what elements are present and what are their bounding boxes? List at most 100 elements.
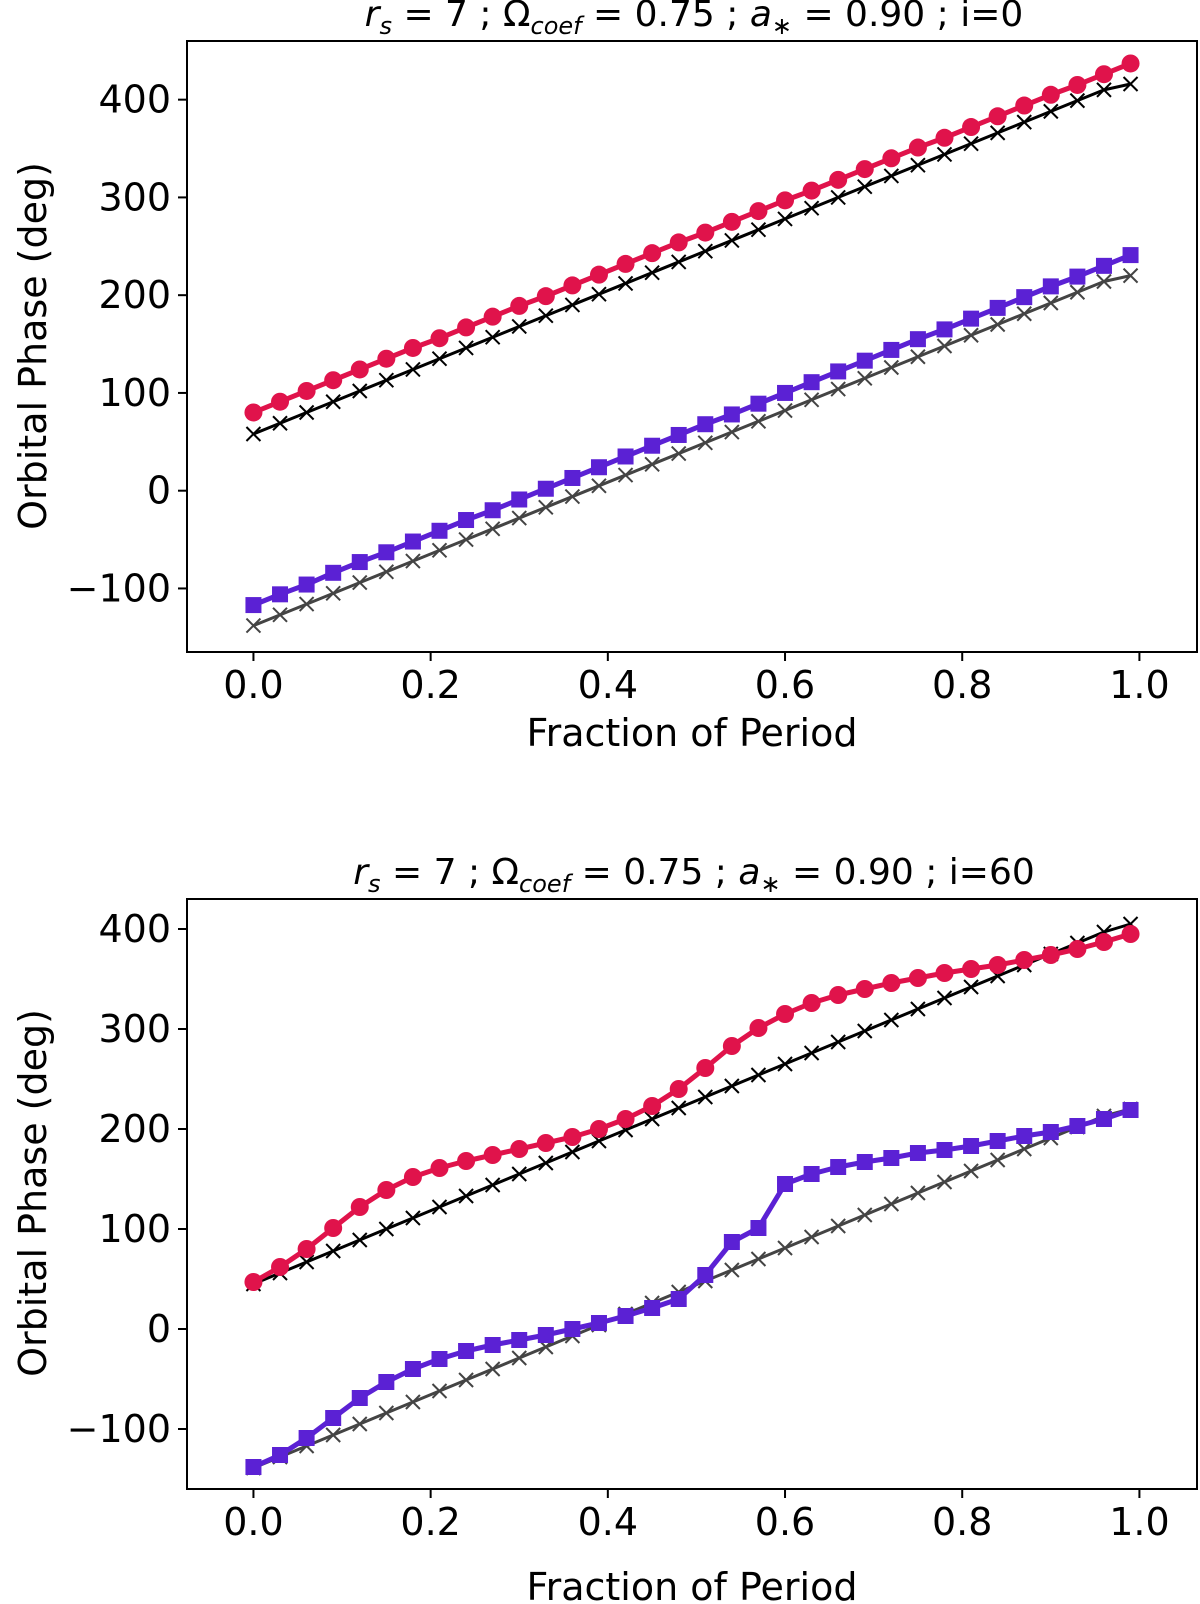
data-point-cross [1096,82,1112,98]
data-point-circle [403,1168,422,1186]
data-point-square [245,1459,262,1475]
data-point-square [325,1410,342,1426]
data-point-cross [830,1034,846,1050]
data-point-circle [1015,951,1034,969]
data-point-square [856,1154,873,1170]
data-point-cross [989,125,1006,141]
data-point-cross [405,361,421,378]
series-line [252,1107,1132,1470]
data-point-cross [458,1188,474,1204]
data-point-square [404,533,421,550]
data-point-square [1122,1102,1139,1118]
series-line [252,274,1131,627]
data-point-circle [297,381,316,400]
x-tick-label: 1.0 [1109,1500,1169,1544]
data-point-cross [936,146,953,163]
data-point-cross [724,1262,740,1278]
data-point-square [1016,1128,1033,1144]
data-point-square [883,1150,900,1166]
data-point-circle [722,1037,741,1055]
data-point-circle [403,338,422,357]
y-tick-label: 300 [98,1007,171,1051]
data-point-cross [644,1111,660,1127]
x-axis-label-bottom: Fraction of Period [527,1565,858,1604]
data-point-circle [430,1159,449,1177]
series-upper-reference [245,76,1139,442]
data-point-cross [1069,92,1086,109]
data-point-square [1042,1124,1059,1140]
data-point-circle [297,1240,316,1258]
data-point-square [458,512,475,529]
data-point-circle [908,969,927,987]
data-point-circle [510,296,529,315]
data-point-cross [378,1221,395,1237]
data-point-square [697,416,714,433]
data-point-cross [777,1240,793,1256]
series-lower-reference [245,267,1139,634]
data-point-circle [749,1019,768,1037]
x-tick-label: 0.0 [223,1500,283,1544]
data-point-cross [936,1174,953,1190]
data-point-circle [1094,933,1113,951]
data-point-circle [430,329,449,348]
data-point-cross [325,394,341,410]
data-point-cross [564,1144,581,1160]
data-point-cross [458,340,474,356]
x-tick-label: 0.4 [578,1500,638,1544]
data-point-cross [989,1152,1006,1168]
data-point-circle [696,223,715,242]
data-point-circle [616,1110,635,1128]
data-point-cross [830,1218,846,1234]
data-point-square [1069,1118,1086,1134]
data-point-cross [538,499,554,516]
data-point-circle [563,1128,582,1146]
data-point-cross [936,990,953,1006]
data-point-cross [750,221,767,238]
data-point-cross [724,1078,740,1094]
data-point-cross [883,1196,900,1212]
data-point-cross [511,1166,527,1182]
data-point-circle [1041,946,1060,964]
data-point-cross [298,596,315,612]
data-point-cross [883,1012,900,1028]
data-point-cross [777,402,793,419]
data-point-square [1069,268,1086,285]
x-tick-label: 0.4 [578,663,638,707]
data-point-circle [350,1198,369,1216]
y-tick-label: 400 [98,78,171,122]
data-point-circle [324,371,343,390]
data-point-cross [484,1177,501,1193]
data-point-cross [325,1427,341,1443]
data-point-square [830,1159,847,1175]
data-point-square [883,341,900,358]
data-point-circle [643,1097,662,1115]
data-point-cross [1122,267,1139,284]
data-point-cross [405,553,421,569]
data-point-cross [671,254,687,270]
data-point-cross [644,264,660,281]
data-point-square [272,1447,289,1463]
data-point-circle [802,994,821,1012]
data-point-circle [457,1152,476,1170]
data-point-cross [777,1056,793,1072]
data-point-cross [272,415,288,431]
series-bottom [244,916,1140,1476]
data-point-circle [244,403,263,422]
data-point-cross [803,200,820,216]
data-point-circle [643,244,662,263]
data-point-square [803,374,820,391]
data-point-square [351,554,368,571]
series-line [252,922,1131,1286]
data-point-cross [272,607,288,623]
data-point-cross [750,1067,767,1083]
data-point-square [963,1138,980,1154]
data-point-cross [883,168,900,184]
data-point-cross [1043,103,1059,120]
data-point-cross [484,329,501,345]
data-point-circle [749,202,768,221]
data-point-cross [936,338,953,354]
x-axis-label-top: Fraction of Period [527,711,858,755]
data-point-cross [910,157,926,173]
data-point-cross [1069,284,1086,300]
